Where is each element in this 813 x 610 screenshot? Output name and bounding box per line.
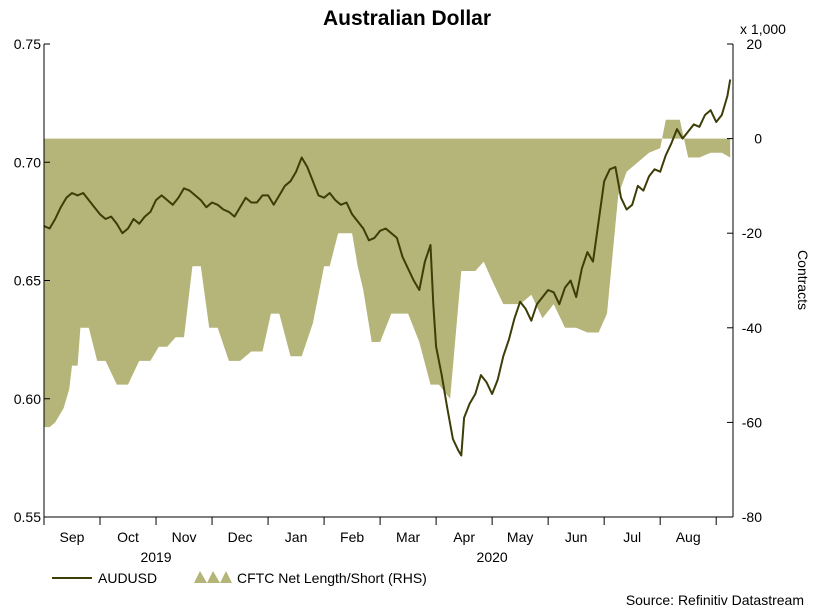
audusd-line <box>43 79 732 457</box>
left-tick-label: 0.65 <box>14 273 41 289</box>
left-tick-label: 0.60 <box>14 391 41 407</box>
x-axis-ticks: Sep Oct Nov Dec Jan Feb Mar Apr May Jun Jul Aug 2019… <box>43 517 717 565</box>
x-tick-label: May <box>507 529 533 545</box>
right-axis-label: Contracts <box>795 250 811 310</box>
x-tick-label: Oct <box>117 529 139 545</box>
legend-swatch-cftc <box>194 571 232 583</box>
right-tick-label: 20 <box>746 36 762 52</box>
right-axis-ticks: -80 -60 -40 -20 0 20 <box>727 36 762 525</box>
right-tick-label: -60 <box>742 414 762 430</box>
left-tick-label: 0.55 <box>14 509 41 525</box>
right-tick-label: -40 <box>742 320 762 336</box>
plot-area <box>43 44 734 518</box>
left-tick-label: 0.75 <box>14 36 41 52</box>
left-tick-label: 0.70 <box>14 154 41 170</box>
x-tick-label: Feb <box>340 529 364 545</box>
x-tick-label: Jun <box>565 529 588 545</box>
x-tick-label: Jul <box>623 529 641 545</box>
source-note: Source: Refinitiv Datastream <box>626 592 804 608</box>
legend-label-cftc: CFTC Net Length/Short (RHS) <box>237 570 427 586</box>
legend: AUDUSD CFTC Net Length/Short (RHS) <box>52 570 427 586</box>
x-tick-label: Dec <box>228 529 253 545</box>
year-label: 2020 <box>477 549 508 565</box>
right-tick-label: 0 <box>754 131 762 147</box>
right-tick-label: -20 <box>742 225 762 241</box>
legend-label-audusd: AUDUSD <box>98 570 157 586</box>
x-tick-label: Nov <box>172 529 197 545</box>
x-tick-label: Sep <box>60 529 85 545</box>
x-tick-label: Apr <box>453 529 475 545</box>
x-tick-label: Jan <box>285 529 308 545</box>
left-axis-ticks: 0.55 0.60 0.65 0.70 0.75 <box>14 36 50 525</box>
cftc-area <box>44 119 731 428</box>
right-axis-unit-label: x 1,000 <box>740 21 786 37</box>
year-label: 2019 <box>140 549 171 565</box>
x-tick-label: Mar <box>396 529 420 545</box>
right-tick-label: -80 <box>742 509 762 525</box>
cftc-area-layer <box>44 119 731 428</box>
chart-title: Australian Dollar <box>323 7 491 30</box>
x-tick-label: Aug <box>676 529 701 545</box>
audusd-line-layer <box>43 79 732 457</box>
